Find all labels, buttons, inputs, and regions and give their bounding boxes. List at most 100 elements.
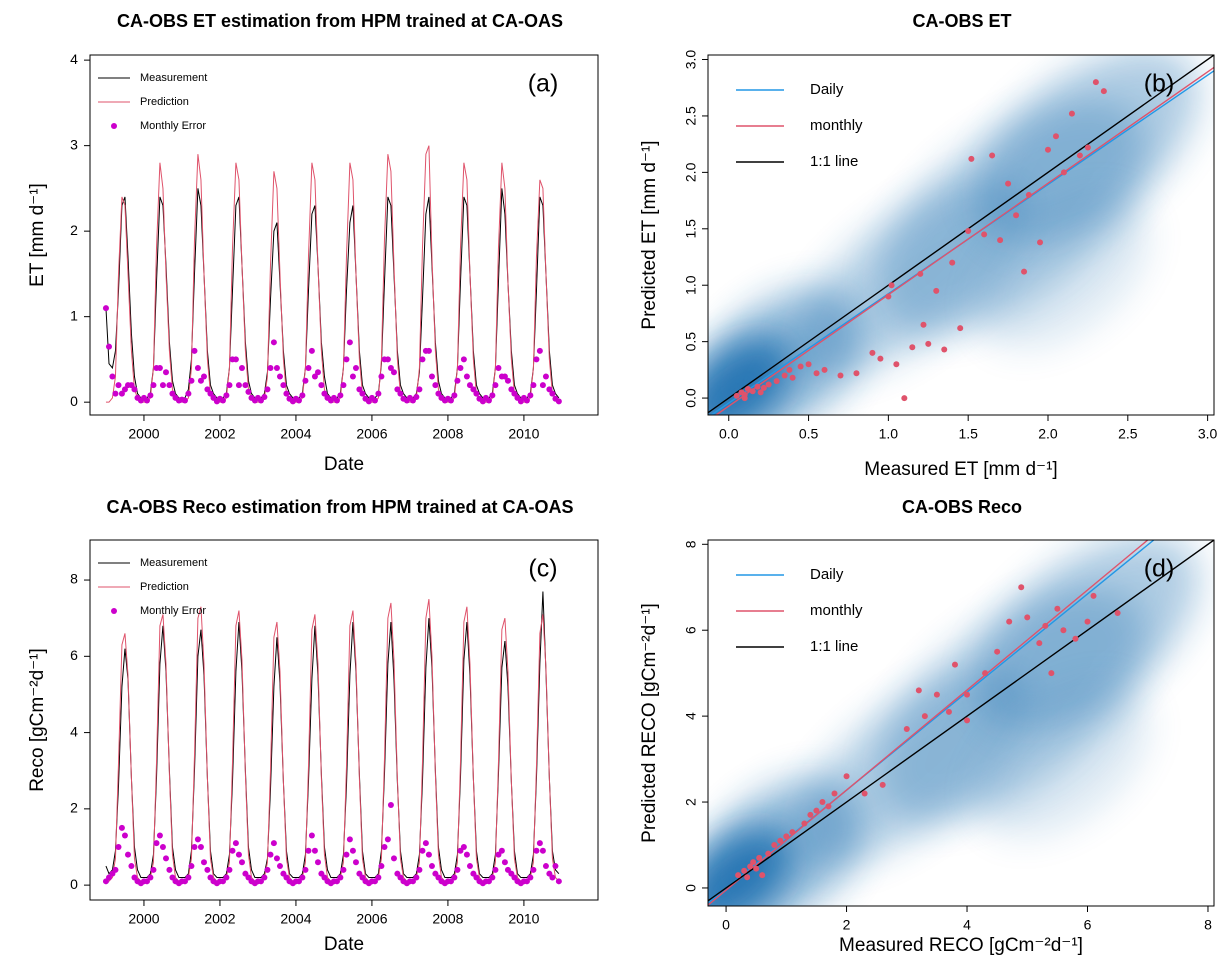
error-point <box>314 369 321 376</box>
error-point <box>264 866 271 873</box>
plot-area <box>102 145 562 405</box>
error-point <box>150 866 157 873</box>
error-point <box>549 874 556 881</box>
error-point <box>394 386 401 393</box>
data-point <box>1100 88 1107 95</box>
error-point <box>381 843 388 850</box>
data-point <box>786 366 793 373</box>
error-point <box>156 832 163 839</box>
error-point <box>501 373 508 380</box>
data-point <box>1114 610 1121 617</box>
error-point <box>539 847 546 854</box>
y-tick-label: 1 <box>70 307 78 323</box>
error-point <box>447 397 454 404</box>
error-point <box>283 390 290 397</box>
error-point <box>185 874 192 881</box>
error-point <box>185 390 192 397</box>
error-point <box>204 386 211 393</box>
error-point <box>425 851 432 858</box>
error-point <box>542 373 549 380</box>
data-point <box>1006 618 1013 625</box>
error-point <box>311 373 318 380</box>
legend-marker <box>111 123 117 129</box>
error-point <box>542 863 549 870</box>
error-point <box>457 847 464 854</box>
data-point <box>754 383 761 390</box>
error-point <box>555 878 562 885</box>
error-point <box>318 382 325 389</box>
panel-label: (b) <box>1144 70 1175 98</box>
data-point <box>1013 212 1020 219</box>
error-point <box>390 369 397 376</box>
y-tick-label: 0 <box>683 884 699 892</box>
error-point <box>390 855 397 862</box>
data-point <box>965 228 972 235</box>
error-point <box>501 859 508 866</box>
error-point <box>147 392 154 399</box>
data-point <box>735 872 742 879</box>
data-point <box>915 687 922 694</box>
error-point <box>492 382 499 389</box>
y-axis-title: ET [mm d⁻¹] <box>27 183 48 287</box>
error-point <box>128 863 135 870</box>
error-point <box>485 878 492 885</box>
x-tick-label: 0 <box>722 917 730 933</box>
data-point <box>893 361 900 368</box>
error-point <box>267 364 274 371</box>
x-tick-label: 2.5 <box>1118 426 1138 442</box>
error-point <box>349 373 356 380</box>
y-tick-label: 2 <box>683 798 699 806</box>
x-tick-label: 4 <box>963 917 971 933</box>
legend-label: 1:1 line <box>810 153 858 170</box>
data-point <box>765 850 772 857</box>
fit-line <box>708 540 1214 902</box>
data-point <box>901 395 908 402</box>
fit-line <box>708 540 1149 906</box>
x-tick-label: 2008 <box>432 911 463 927</box>
error-point <box>549 390 556 397</box>
x-tick-label: 1.0 <box>879 426 899 442</box>
error-point <box>308 832 315 839</box>
error-point <box>463 373 470 380</box>
x-tick-label: 2010 <box>508 911 539 927</box>
error-point <box>504 377 511 384</box>
plot-area <box>708 55 1214 415</box>
error-point <box>223 874 230 881</box>
x-tick-label: 2010 <box>508 426 539 442</box>
chart-title: CA-OBS ET estimation from HPM trained at… <box>117 11 563 31</box>
data-point <box>1018 584 1025 591</box>
data-point <box>861 790 868 797</box>
data-point <box>853 370 860 377</box>
data-point <box>921 713 928 720</box>
fit-line <box>708 55 1214 414</box>
legend-label: Prediction <box>140 581 189 593</box>
error-point <box>194 836 201 843</box>
error-point <box>451 392 458 399</box>
error-point <box>371 878 378 885</box>
error-point <box>346 836 353 843</box>
error-point <box>498 847 505 854</box>
error-point <box>378 373 385 380</box>
data-point <box>1076 152 1083 159</box>
error-point <box>257 878 264 885</box>
y-tick-label: 2 <box>70 800 78 816</box>
data-point <box>1036 640 1043 647</box>
error-point <box>340 382 347 389</box>
error-point <box>466 382 473 389</box>
plot-frame <box>89 539 599 901</box>
data-point <box>933 691 940 698</box>
data-point <box>951 661 958 668</box>
data-point <box>909 344 916 351</box>
data-point <box>813 370 820 377</box>
error-point <box>105 874 112 881</box>
data-point <box>789 829 796 836</box>
error-point <box>470 386 477 393</box>
error-point <box>245 388 252 395</box>
error-point <box>194 364 201 371</box>
data-point <box>771 842 778 848</box>
error-point <box>311 847 318 854</box>
error-point <box>536 347 543 354</box>
data-point <box>879 781 886 788</box>
error-point <box>305 364 312 371</box>
error-point <box>511 390 518 397</box>
